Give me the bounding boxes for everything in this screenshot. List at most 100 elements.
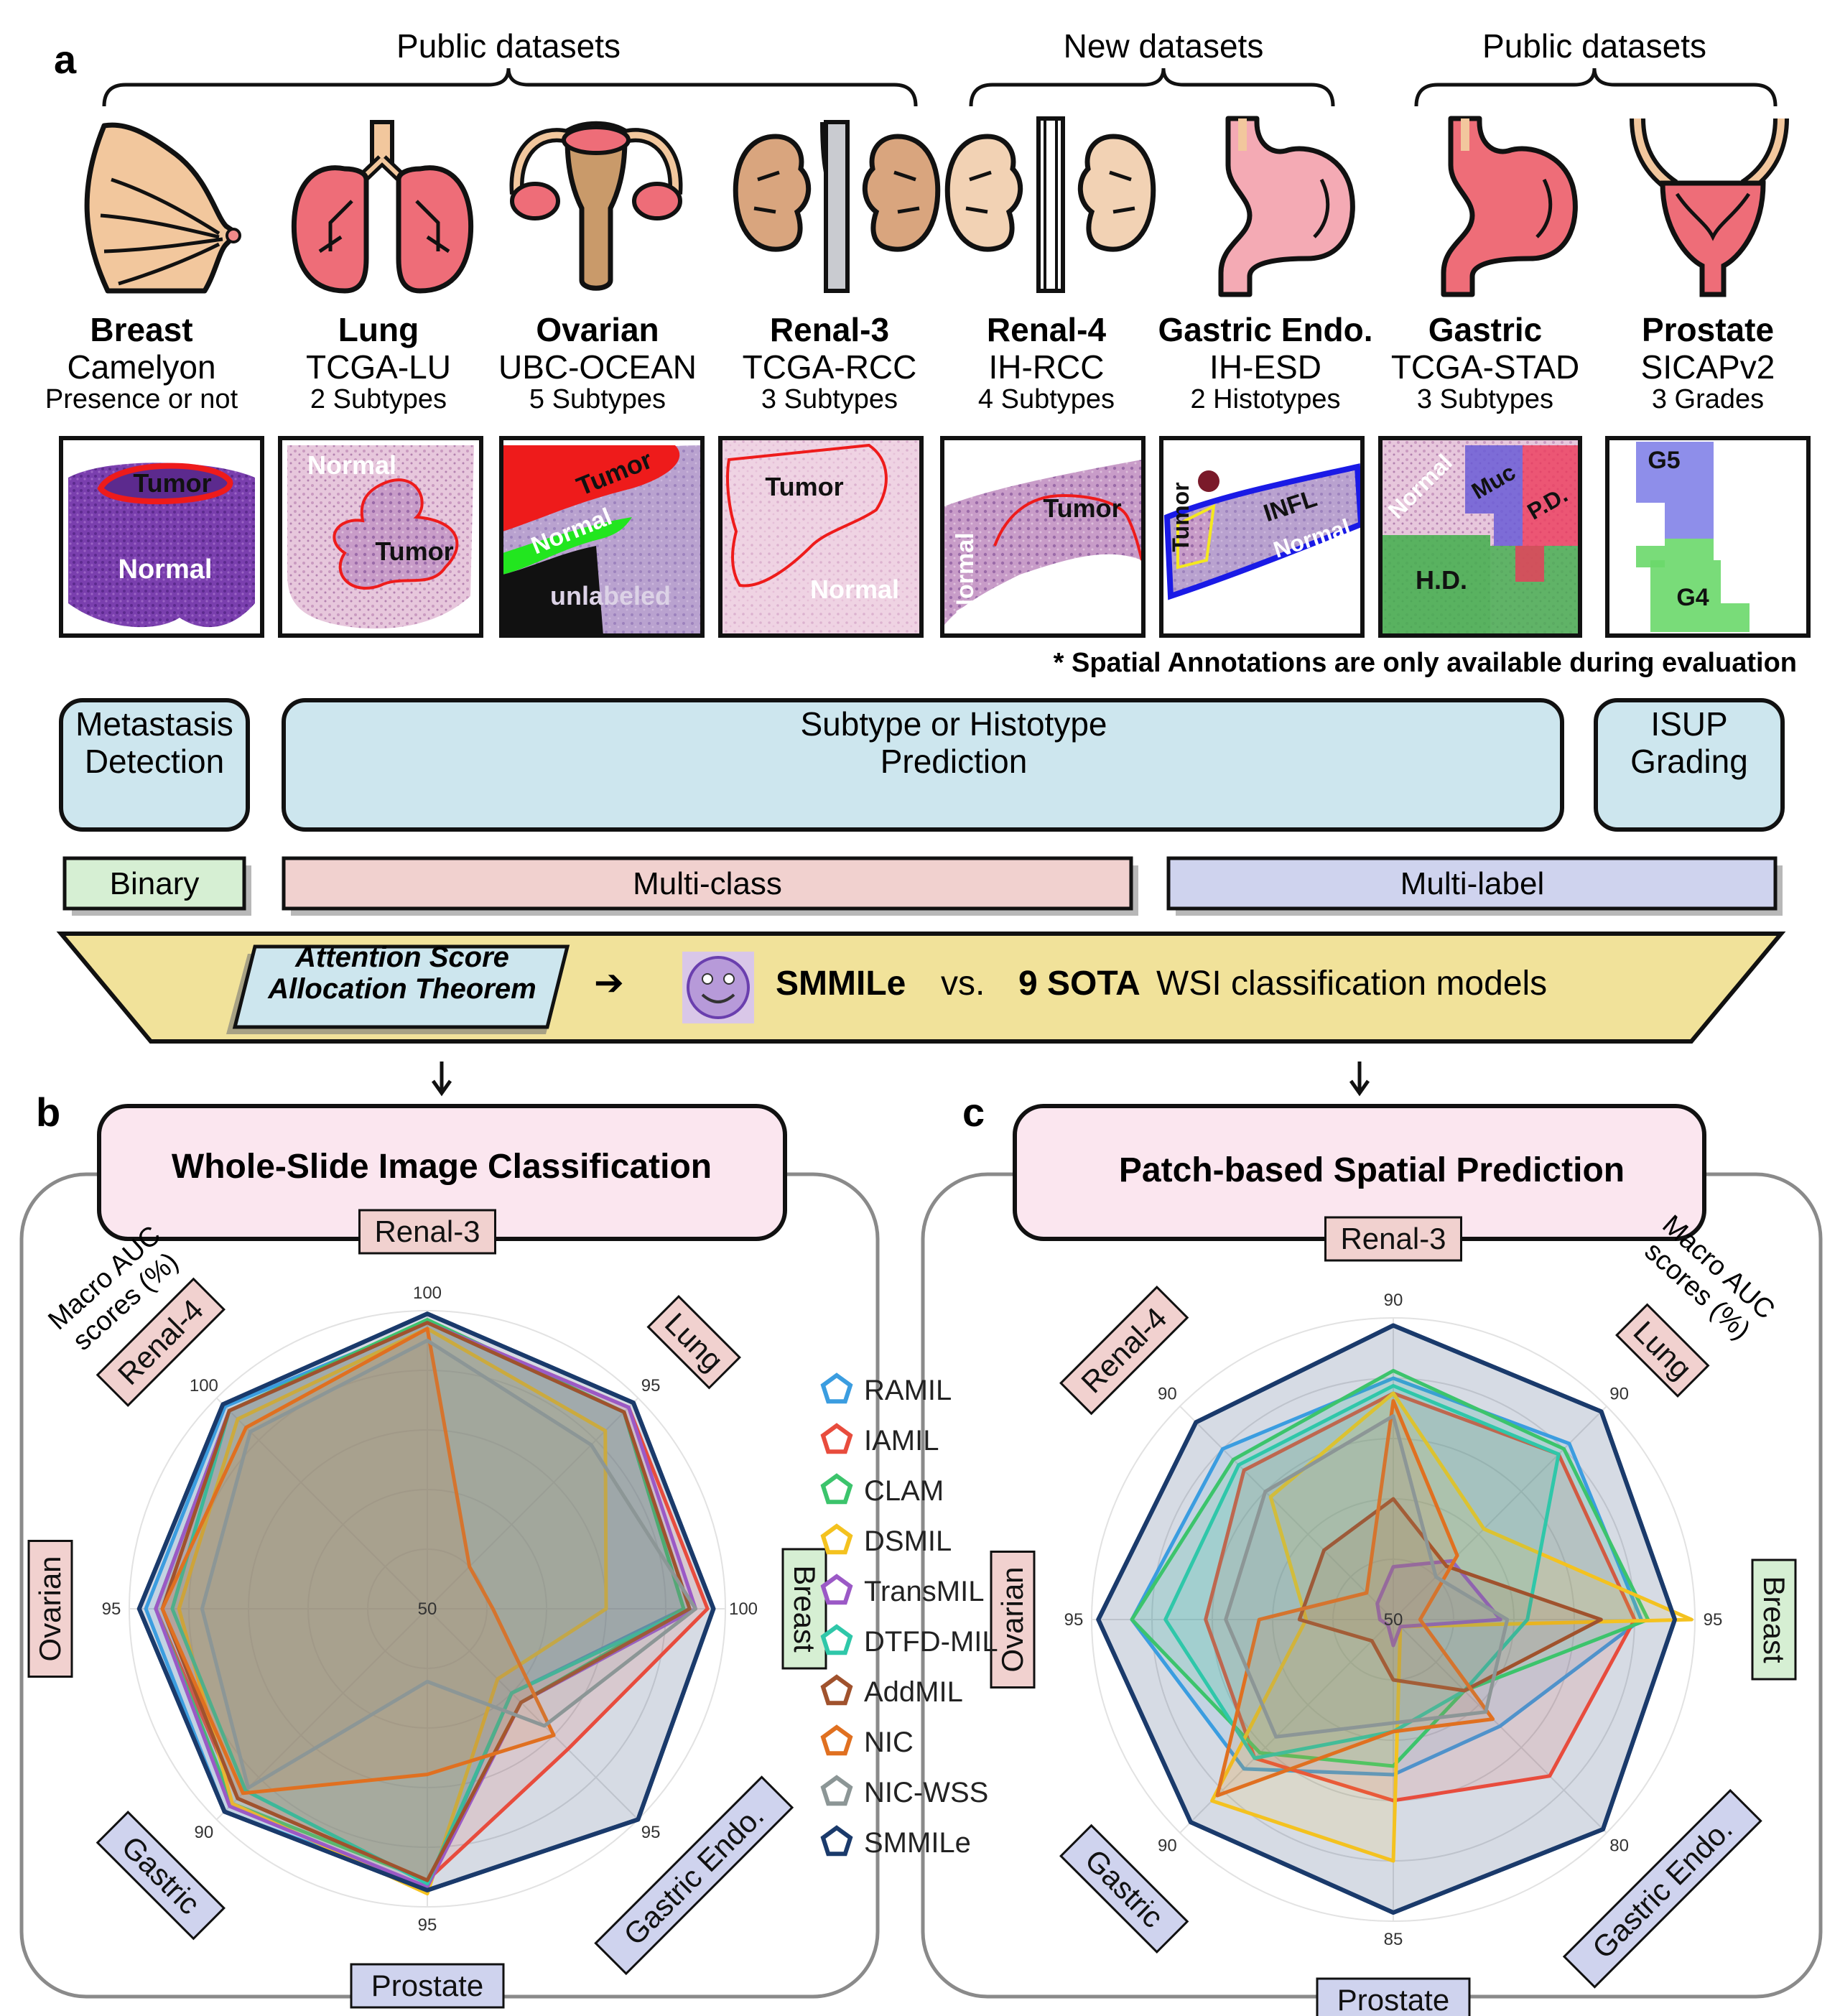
banner-smmile: SMMILe — [776, 965, 906, 1003]
legend-item: DSMIL — [820, 1523, 952, 1557]
thumbnail-renal-4: Normal Tumor — [940, 436, 1146, 638]
legend-item: AddMIL — [820, 1674, 963, 1708]
dataset-task: Presence or not — [45, 384, 238, 414]
tick-label-outer: 90 — [1158, 1384, 1177, 1403]
legend-pentagon-icon — [820, 1574, 853, 1605]
label-multiclass: Multi-class — [633, 866, 782, 901]
legend-item: NIC-WSS — [820, 1775, 988, 1808]
legend-pentagon-icon — [820, 1624, 853, 1655]
svg-text:Breast: Breast — [1757, 1576, 1791, 1663]
legend-item: RAMIL — [820, 1372, 952, 1406]
prostate-icon — [1630, 118, 1789, 297]
region-label: unlabeled — [550, 581, 671, 610]
tick-label-outer: 95 — [641, 1823, 661, 1842]
uterus-ovary-icon — [509, 121, 683, 291]
label-binary-box — [62, 856, 246, 911]
panel-b-letter: b — [36, 1090, 60, 1135]
annotation-note: * Spatial Annotations are only available… — [1054, 648, 1797, 678]
panel-c-letter: c — [962, 1090, 985, 1135]
grid-spoke — [1179, 1406, 1394, 1620]
tick-label-outer: 90 — [1158, 1836, 1177, 1856]
legend-item: DTFD-MIL — [820, 1624, 998, 1658]
legend-pentagon-icon — [820, 1825, 853, 1857]
axis-label-lung: Lung — [1615, 1303, 1710, 1398]
thumbnail-gastric: Normal Muc P.D. H.D. — [1378, 436, 1582, 638]
panel-a: a Public datasets New datasets Public da… — [45, 27, 1811, 1044]
panel-b: b Whole-Slide Image Classification Macro… — [19, 1090, 880, 2009]
legend-pentagon-icon — [820, 1523, 853, 1555]
region-label: Tumor — [1168, 482, 1194, 552]
tick-label-outer: 100 — [190, 1376, 218, 1395]
banner-arrow-icon: ➔ — [594, 962, 624, 1003]
kidney-icon — [733, 120, 941, 293]
thumbnail-renal-3: Tumor Normal — [718, 436, 924, 638]
series-addmil-polygon — [160, 1321, 692, 1882]
dataset-organ: Gastric — [1428, 311, 1543, 348]
task-isup-label: ISUP Grading — [1630, 705, 1748, 780]
tick-label-outer: 95 — [418, 1915, 437, 1935]
tick-label-outer: 95 — [1064, 1610, 1084, 1630]
tick-label-outer: 100 — [413, 1283, 442, 1303]
dataset-task: 2 Subtypes — [310, 384, 447, 414]
tick-label-outer: 100 — [729, 1599, 758, 1619]
svg-text:Renal-3: Renal-3 — [1340, 1222, 1446, 1255]
axis-label-breast: Breast — [781, 1548, 827, 1670]
dataset-name: IH-ESD — [1209, 348, 1321, 386]
banner-rest: WSI classification models — [1156, 965, 1547, 1003]
region-label: Normal — [307, 450, 396, 480]
axis-label-ovarian: Ovarian — [27, 1540, 73, 1678]
legend-label: IAMIL — [864, 1425, 939, 1457]
tick-label-outer: 95 — [1704, 1610, 1723, 1630]
legend-label: DTFD-MIL — [864, 1626, 998, 1658]
brace-public-2 — [1414, 68, 1778, 107]
legend-label: TransMIL — [864, 1576, 984, 1607]
tick-label-outer: 80 — [1609, 1836, 1629, 1856]
tick-label-center: 50 — [1384, 1610, 1403, 1630]
legend-item: IAMIL — [820, 1423, 939, 1457]
axis-label-renal-3: Renal-3 — [1324, 1216, 1462, 1262]
series-nic-wss-polygon — [200, 1339, 697, 1790]
tick-label-outer: 95 — [641, 1376, 661, 1395]
legend-label: CLAM — [864, 1475, 944, 1507]
tick-label-outer: 95 — [102, 1599, 121, 1619]
legend-label: RAMIL — [864, 1375, 952, 1406]
legend-pentagon-icon — [820, 1674, 853, 1706]
svg-text:Gastric Endo.: Gastric Endo. — [1586, 1812, 1739, 1965]
arrow-to-c — [1349, 1062, 1370, 1097]
legend-label: NIC-WSS — [864, 1777, 988, 1808]
task-subtype-label: Subtype or Histotype Prediction — [800, 705, 1107, 780]
dataset-organ: Renal-3 — [770, 311, 889, 348]
region-label: Tumor — [133, 468, 211, 498]
legend-pentagon-icon — [820, 1372, 853, 1404]
axis-label-prostate: Prostate — [1316, 1977, 1471, 2016]
grid-spoke — [427, 1397, 639, 1609]
dataset-organ: Lung — [338, 311, 419, 348]
legend-item: NIC — [820, 1724, 914, 1758]
panel-c-header: Patch-based Spatial Prediction — [1119, 1151, 1625, 1189]
panel-a-letter: a — [54, 37, 77, 82]
grid-spoke — [1393, 1406, 1607, 1620]
region-label: H.D. — [1416, 565, 1467, 595]
legend-label: SMMILe — [864, 1827, 971, 1859]
series-clam-polygon — [1130, 1369, 1650, 1768]
axis-label-prostate: Prostate — [350, 1963, 505, 2009]
group-label-new: New datasets — [1064, 27, 1264, 65]
series-smmile-outline — [1096, 1323, 1677, 1915]
arrow-to-b — [431, 1062, 452, 1097]
panel-c: c Patch-based Spatial Prediction Macro A… — [921, 1090, 1823, 2016]
theorem-box — [232, 944, 570, 1029]
dataset-task: 5 Subtypes — [529, 384, 666, 414]
axis-label-breast: Breast — [1751, 1559, 1797, 1681]
axis-label-renal-3: Renal-3 — [358, 1209, 496, 1255]
thumbnail-breast: Tumor Normal — [59, 436, 264, 638]
brace-public-1 — [102, 68, 918, 107]
label-multilabel: Multi-label — [1400, 866, 1545, 901]
region-label: Tumor — [1043, 493, 1121, 523]
tick-label-outer: 90 — [1609, 1384, 1629, 1403]
banner-vs: vs. — [941, 965, 985, 1003]
dataset-name: Camelyon — [67, 348, 215, 386]
dataset-task: 3 Grades — [1652, 384, 1764, 414]
